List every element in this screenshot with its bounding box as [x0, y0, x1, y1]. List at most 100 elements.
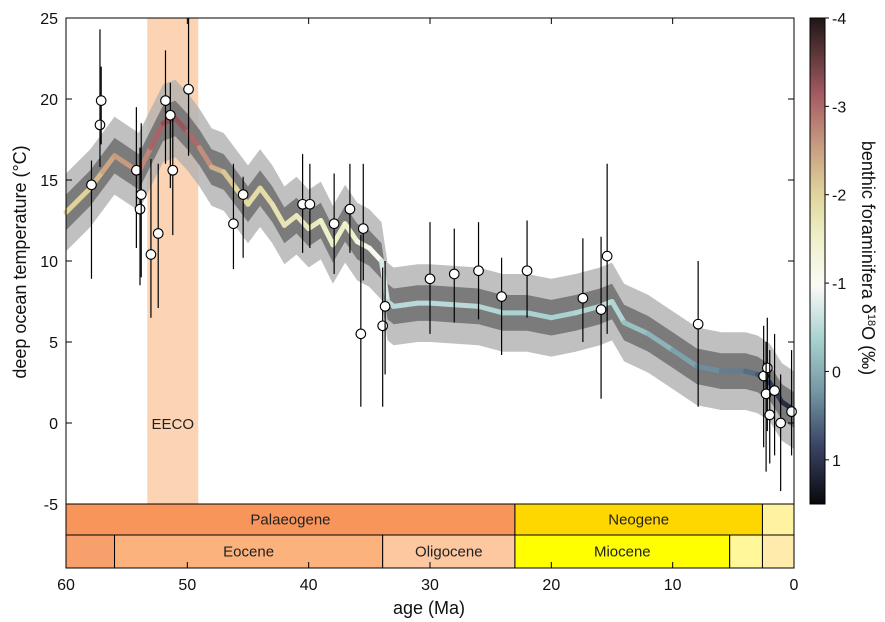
data-point	[473, 222, 484, 320]
point-marker	[145, 249, 157, 260]
point-marker	[344, 203, 356, 215]
point-marker	[355, 328, 367, 340]
data-point	[167, 118, 179, 236]
x-tick-label: 20	[542, 577, 560, 594]
y-tick-label: 15	[40, 173, 58, 190]
curve-segment	[427, 300, 457, 308]
curve-segment	[245, 185, 263, 207]
data-point	[145, 158, 157, 318]
point-marker	[769, 385, 780, 396]
y-axis: -5 0 5 10 15 20 25	[40, 11, 794, 514]
point-marker	[595, 304, 607, 315]
point-marker	[601, 250, 613, 262]
colorbar-tick-label: -3	[832, 99, 846, 116]
curve-segment	[548, 310, 579, 321]
point-marker	[775, 417, 787, 429]
point-marker	[164, 109, 176, 121]
data-point	[160, 50, 171, 164]
epoch-bar	[114, 534, 384, 569]
point-marker	[377, 320, 389, 332]
point-marker	[786, 406, 797, 418]
point-marker	[135, 189, 147, 200]
data-point	[775, 374, 787, 492]
data-point	[692, 261, 704, 407]
data-point	[304, 163, 316, 249]
point-marker	[496, 291, 507, 302]
colorbar-tick-label: -1	[832, 276, 846, 293]
proxy-points	[86, 18, 797, 492]
curve-segment	[476, 303, 506, 316]
x-tick-label: 60	[57, 577, 75, 594]
y-tick-label: 25	[40, 11, 58, 28]
curve-segment	[670, 347, 700, 369]
colorbar-tick-label: 1	[832, 453, 841, 470]
data-point	[134, 147, 146, 286]
colorbar-label: benthic foraminifera δ18O (‰)	[858, 141, 878, 375]
curve-segment	[573, 303, 603, 316]
point-marker	[692, 318, 704, 330]
data-point	[344, 163, 356, 253]
point-marker	[228, 218, 239, 230]
period-bar	[514, 503, 763, 536]
curve-segment	[184, 128, 202, 151]
data-point	[769, 333, 780, 456]
data-point	[135, 123, 147, 278]
x-tick-label: 30	[421, 577, 439, 594]
eeco-label: EECO	[152, 416, 195, 433]
curve-segment	[172, 115, 190, 134]
data-point	[595, 236, 607, 399]
point-marker	[152, 228, 164, 239]
point-marker	[134, 203, 146, 215]
curve-segment	[63, 185, 93, 215]
data-point	[357, 163, 369, 281]
x-axis: 60 50 40 30 20 10 0	[57, 18, 799, 594]
curve-segment	[342, 221, 360, 245]
colorbar-gradient	[809, 17, 826, 505]
x-tick-label: 0	[790, 577, 799, 594]
point-marker	[183, 83, 194, 95]
point-marker	[521, 265, 533, 277]
point-marker	[328, 218, 340, 230]
point-marker	[304, 198, 316, 210]
epoch-bar-label: Oligocene	[415, 544, 483, 561]
point-marker	[448, 268, 460, 280]
temperature-curve	[63, 115, 797, 413]
curve-segment	[694, 363, 724, 374]
colorbar-ticks: -4 -3 -2 -1 0 1	[825, 11, 846, 470]
colorbar-tick-label: -2	[832, 188, 846, 205]
y-tick-label: 10	[40, 254, 58, 271]
epoch-bar	[729, 534, 763, 569]
curve-segment	[99, 153, 118, 175]
period-bar	[761, 503, 795, 536]
curve-segment	[451, 302, 482, 309]
period-bar	[65, 503, 516, 536]
data-point	[152, 163, 164, 308]
data-point	[379, 261, 391, 375]
curve-segment	[281, 213, 300, 228]
point-marker	[577, 292, 589, 304]
epoch-bar	[65, 534, 116, 569]
data-point	[496, 257, 507, 355]
curve-segment	[366, 245, 384, 264]
period-bar-label: Neogene	[608, 512, 669, 529]
data-point	[237, 176, 249, 258]
point-marker	[86, 179, 97, 191]
data-point	[448, 228, 460, 323]
y-tick-label: 0	[49, 416, 58, 433]
curve-segment	[524, 310, 554, 321]
curve-segment	[645, 331, 676, 353]
data-point	[355, 235, 367, 407]
point-marker	[167, 164, 179, 176]
x-axis-label: age (Ma)	[393, 598, 465, 618]
point-marker	[237, 189, 249, 200]
data-point	[521, 220, 533, 318]
colorbar-tick-label: 0	[832, 364, 841, 381]
curve-segment	[621, 320, 651, 337]
data-point	[328, 173, 340, 274]
point-marker	[95, 95, 107, 106]
point-marker	[357, 223, 369, 234]
x-tick-label: 10	[664, 577, 682, 594]
colorbar: -4 -3 -2 -1 0 1 benthic foraminifera δ18O (‰)	[809, 11, 878, 505]
curve-segment	[330, 221, 348, 248]
